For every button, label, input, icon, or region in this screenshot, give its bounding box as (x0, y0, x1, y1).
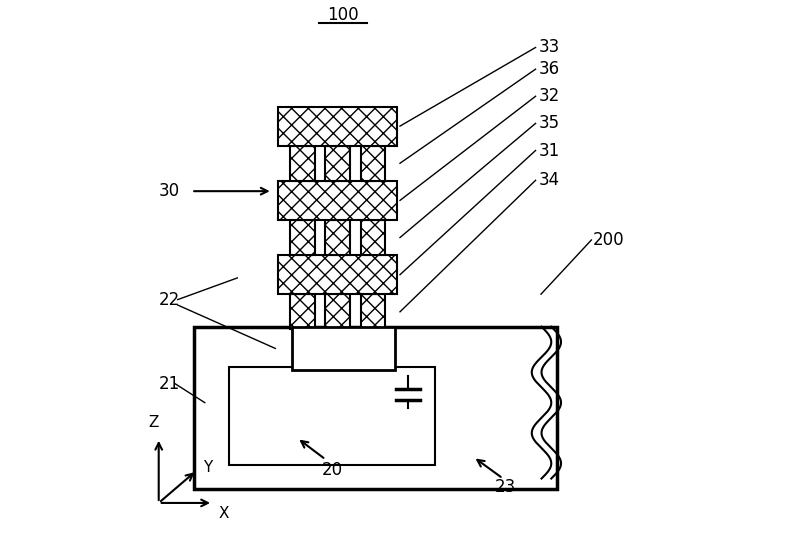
Text: Y: Y (203, 460, 213, 475)
Bar (229, 367, 435, 465)
Text: 100: 100 (327, 6, 359, 24)
Text: 34: 34 (538, 171, 559, 189)
Bar (326, 294, 350, 329)
Bar (326, 220, 350, 255)
Bar (278, 181, 398, 220)
Text: 200: 200 (593, 231, 624, 249)
Text: 35: 35 (538, 114, 559, 132)
Text: 22: 22 (158, 290, 180, 308)
Text: 33: 33 (538, 39, 559, 57)
Bar (291, 326, 394, 370)
Bar (290, 294, 314, 329)
Bar (361, 220, 385, 255)
Text: 23: 23 (495, 477, 516, 496)
Text: 30: 30 (158, 182, 180, 200)
Bar (194, 326, 558, 489)
Text: 21: 21 (158, 374, 180, 392)
Bar (361, 146, 385, 181)
Bar (278, 255, 398, 294)
Text: 32: 32 (538, 87, 559, 105)
Bar (278, 107, 398, 146)
Text: Z: Z (148, 415, 158, 430)
Bar (290, 220, 314, 255)
Text: 36: 36 (538, 60, 559, 78)
Bar (361, 294, 385, 329)
Bar (290, 146, 314, 181)
Text: 31: 31 (538, 142, 559, 160)
Text: 20: 20 (322, 462, 342, 480)
Bar (326, 146, 350, 181)
Text: X: X (218, 506, 229, 520)
